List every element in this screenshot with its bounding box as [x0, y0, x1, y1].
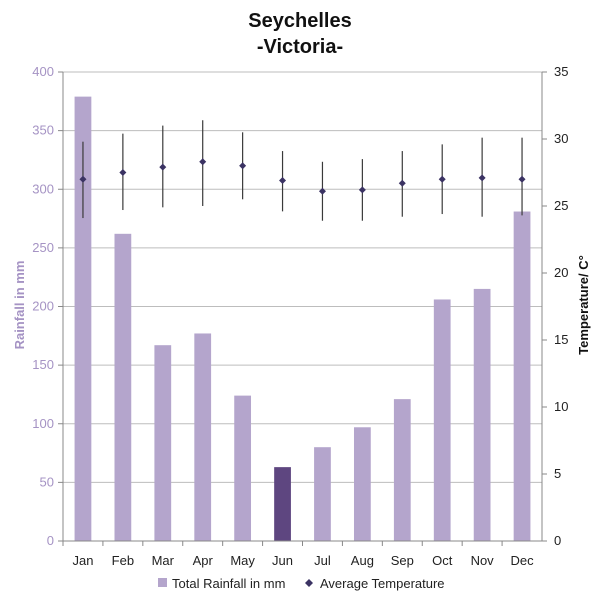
chart-title-line2: -Victoria-: [256, 36, 344, 58]
rainfall-bar-jan: [74, 96, 92, 541]
y2-tick-label: 10: [554, 399, 568, 414]
rainfall-bar-jul: [314, 447, 331, 541]
legend-temperature-marker: [305, 579, 313, 587]
x-tick-label: Aug: [351, 553, 374, 568]
temperature-point-jul: [318, 187, 326, 195]
legend-rainfall-swatch: [158, 578, 167, 587]
y-tick-label: 200: [32, 299, 54, 314]
y2-tick-label: 30: [554, 131, 568, 146]
temperature-markers: [79, 120, 526, 221]
x-tick-label: Jan: [72, 553, 93, 568]
y2-tick-label: 5: [554, 466, 561, 481]
temperature-point-jan: [79, 175, 87, 183]
temperature-point-jun: [279, 177, 287, 185]
y-tick-label: 100: [32, 416, 54, 431]
axis-labels: Rainfall in mm Temperature/ C°: [12, 255, 591, 355]
x-tick-label: Nov: [471, 553, 495, 568]
x-tick-label: Jul: [314, 553, 331, 568]
temperature-point-oct: [438, 175, 446, 183]
rainfall-bar-may: [234, 395, 252, 541]
y-tick-label: 0: [47, 533, 54, 548]
y-tick-label: 350: [32, 123, 54, 138]
y2-tick-label: 15: [554, 332, 568, 347]
y-tick-label: 250: [32, 240, 54, 255]
x-tick-label: Apr: [193, 553, 214, 568]
temperature-point-mar: [159, 163, 167, 171]
legend: Total Rainfall in mm Average Temperature: [158, 576, 445, 591]
x-tick-label: May: [230, 553, 255, 568]
x-tick-label: Mar: [152, 553, 175, 568]
y2-tick-label: 20: [554, 265, 568, 280]
temperature-point-aug: [358, 186, 366, 194]
rainfall-bar-oct: [433, 299, 451, 541]
y-tick-label: 300: [32, 181, 54, 196]
y-axis-label: Rainfall in mm: [12, 261, 27, 350]
gridlines: [63, 71, 542, 542]
rainfall-bar-apr: [194, 333, 212, 541]
x-tick-label: Sep: [391, 553, 414, 568]
temperature-point-may: [239, 162, 247, 170]
y-tick-label: 150: [32, 357, 54, 372]
rainfall-bar-nov: [473, 288, 491, 541]
rainfall-bars: [74, 96, 531, 541]
y2-tick-label: 25: [554, 198, 568, 213]
x-tick-label: Feb: [112, 553, 134, 568]
x-tick-label: Jun: [272, 553, 293, 568]
chart-title: Seychelles -Victoria-: [0, 8, 600, 60]
temperature-point-dec: [518, 175, 526, 183]
rainfall-bar-dec: [513, 211, 531, 541]
rainfall-bar-mar: [154, 345, 172, 541]
y-tick-label: 50: [40, 474, 54, 489]
temperature-point-apr: [199, 158, 207, 166]
legend-rainfall-label: Total Rainfall in mm: [172, 576, 285, 591]
chart-title-line1: Seychelles: [248, 10, 352, 32]
x-tick-label: Dec: [510, 553, 534, 568]
x-tick-label: Oct: [432, 553, 453, 568]
temperature-point-sep: [398, 179, 406, 187]
rainfall-bar-jun: [274, 467, 291, 541]
temperature-point-feb: [119, 169, 127, 176]
legend-temperature-label: Average Temperature: [320, 576, 445, 591]
rainfall-bar-sep: [393, 399, 411, 541]
y-tick-label: 400: [32, 64, 54, 79]
axes: 0 50 100 150 200 250 300 350 400 0 5 10 15 20 25 30 35 Ja…: [32, 64, 568, 568]
rainfall-bar-aug: [353, 427, 371, 541]
temperature-point-nov: [478, 174, 486, 182]
y2-axis-label: Temperature/ C°: [576, 255, 591, 355]
y2-tick-label: 0: [554, 533, 561, 548]
rainfall-bar-feb: [114, 233, 132, 541]
y2-tick-label: 35: [554, 64, 568, 79]
